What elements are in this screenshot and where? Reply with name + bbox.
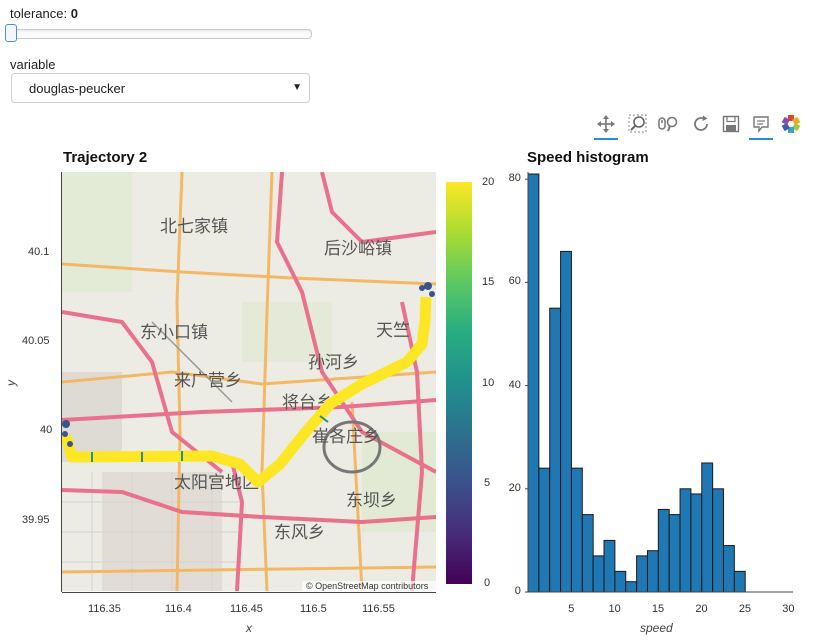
variable-select-value: douglas-peucker — [29, 81, 126, 96]
histogram-svg — [525, 172, 793, 593]
save-tool-button[interactable] — [719, 112, 743, 136]
pan-tool-button[interactable] — [594, 112, 618, 140]
reset-icon — [694, 115, 708, 131]
histogram-bar — [646, 550, 659, 593]
map-y-tick: 40.05 — [22, 335, 50, 347]
map-y-tick: 39.95 — [22, 514, 50, 526]
tolerance-label: tolerance: 0 — [10, 6, 78, 21]
histogram-x-tick: 20 — [695, 603, 708, 615]
place-label: 来广营乡 — [174, 371, 242, 391]
pan-icon — [597, 115, 615, 133]
place-label: 孙河乡 — [308, 353, 359, 373]
histogram-bar — [614, 570, 627, 593]
histogram-bar — [527, 173, 540, 593]
map-y-tick: 40 — [40, 424, 53, 436]
histogram-bar — [581, 514, 594, 593]
histogram-bar — [603, 539, 616, 593]
colorbar-tick: 20 — [482, 176, 495, 188]
histogram-plot[interactable] — [525, 172, 793, 594]
colorbar — [446, 182, 472, 584]
map-x-tick: 116.45 — [230, 603, 263, 615]
bokeh-logo-link[interactable] — [779, 112, 803, 136]
place-label: 北七家镇 — [160, 217, 228, 237]
histogram-y-tick: 0 — [514, 585, 521, 597]
map-y-tick: 40.1 — [28, 246, 50, 258]
histogram-bar — [657, 508, 670, 593]
colorbar-tick: 0 — [484, 577, 491, 589]
place-label: 东风乡 — [274, 523, 325, 543]
wheel-zoom-icon — [658, 116, 678, 132]
histogram-x-tick: 15 — [651, 603, 665, 615]
histogram-y-tick: 40 — [508, 378, 521, 391]
tolerance-slider-handle[interactable] — [5, 24, 17, 42]
map-x-tick: 116.35 — [88, 603, 121, 615]
variable-label: variable — [10, 57, 56, 72]
map-x-tick: 116.4 — [165, 603, 192, 615]
histogram-bar — [668, 514, 681, 593]
histogram-bar — [701, 462, 714, 593]
hover-icon — [753, 116, 769, 134]
histogram-x-tick: 10 — [608, 603, 621, 615]
histogram-x-tick: 5 — [568, 603, 575, 615]
histogram-bar — [570, 467, 583, 593]
histogram-bar — [560, 250, 572, 593]
histogram-bar — [625, 581, 638, 593]
histogram-bar — [733, 570, 746, 593]
box-zoom-tool-button[interactable] — [626, 112, 650, 136]
map-x-tick: 116.55 — [362, 603, 395, 615]
histogram-y-tick: 80 — [508, 172, 521, 185]
map-y-axis-label: y — [4, 380, 18, 386]
histogram-bar — [722, 545, 735, 593]
histogram-bar — [538, 467, 551, 593]
histogram-x-tick: 30 — [782, 603, 795, 615]
tolerance-slider-track[interactable] — [10, 29, 312, 39]
map-canvas[interactable]: 北七家镇 后沙峪镇 东小口镇 天竺 孙河乡 来广营乡 将台乡 崔各庄乡 太阳宫地… — [62, 172, 436, 591]
place-label: 后沙峪镇 — [324, 239, 392, 259]
histogram-bar — [636, 555, 648, 593]
place-label: 天竺 — [376, 321, 410, 341]
place-label: 东小口镇 — [140, 323, 208, 343]
histogram-bar — [679, 488, 692, 593]
map-title: Trajectory 2 — [63, 149, 148, 166]
tolerance-value: 0 — [70, 6, 78, 21]
colorbar-tick: 15 — [482, 276, 495, 288]
place-label: 东坝乡 — [346, 491, 397, 511]
chevron-down-icon: ▼ — [292, 82, 302, 93]
basemap: 北七家镇 后沙峪镇 东小口镇 天竺 孙河乡 来广营乡 将台乡 崔各庄乡 太阳宫地… — [62, 172, 436, 591]
bokeh-logo-icon — [781, 115, 801, 133]
histogram-x-axis-label: speed — [640, 621, 673, 635]
map-x-axis-label: x — [246, 621, 252, 635]
trajectory-line — [62, 296, 432, 488]
histogram-title: Speed histogram — [527, 149, 649, 166]
histogram-y-tick: 60 — [508, 275, 521, 288]
histogram-x-tick: 25 — [738, 603, 752, 615]
place-label: 崔各庄乡 — [312, 427, 380, 447]
histogram-y-tick: 20 — [508, 481, 521, 494]
histogram-bar — [712, 488, 724, 593]
save-icon — [722, 115, 740, 133]
variable-select[interactable]: douglas-peucker ▼ — [11, 73, 310, 103]
colorbar-tick: 10 — [482, 377, 495, 389]
map-attribution: © OpenStreetMap contributors — [306, 581, 429, 591]
place-label: 太阳宫地区 — [174, 473, 259, 493]
histogram-bar — [549, 307, 562, 593]
box-zoom-icon — [628, 114, 647, 133]
map-x-tick: 116.5 — [300, 603, 327, 615]
wheel-zoom-tool-button[interactable] — [657, 112, 681, 136]
hover-tool-button[interactable] — [749, 112, 773, 140]
reset-tool-button[interactable] — [689, 112, 713, 136]
histogram-bar — [592, 555, 605, 593]
map-y-axis-line — [61, 172, 62, 592]
colorbar-tick: 5 — [484, 477, 491, 489]
map-x-axis-line — [62, 592, 436, 593]
histogram-bar — [690, 493, 703, 593]
